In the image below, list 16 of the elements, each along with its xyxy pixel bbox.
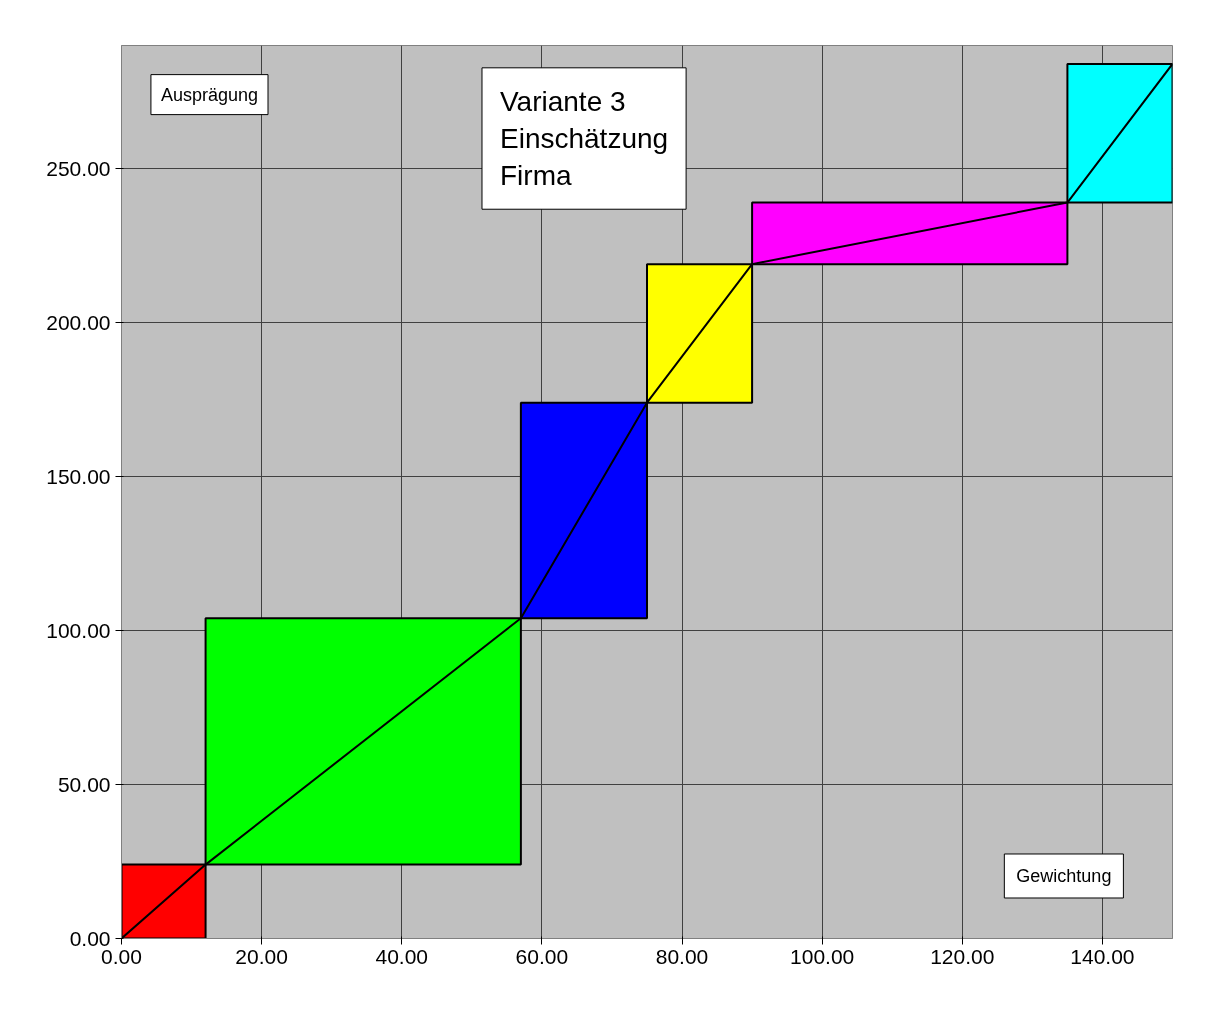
y-tick-label: 250.00 (46, 156, 111, 180)
annotation: Variante 3 Einschätzung Firma (499, 85, 669, 192)
y-tick-label: 200.00 (46, 310, 111, 334)
x-tick-label: 100.00 (790, 944, 855, 968)
y-tick-label: 50.00 (57, 772, 111, 796)
y-tick-label: 0.00 (69, 926, 111, 950)
y-tick-label: 150.00 (46, 464, 111, 488)
x-tick-label: 80.00 (655, 944, 709, 968)
annotation: Ausprägung (160, 84, 259, 105)
x-tick-label: 140.00 (1070, 944, 1135, 968)
x-tick-label: 20.00 (235, 944, 288, 968)
x-tick-label: 120.00 (930, 944, 995, 968)
x-tick-label: 60.00 (515, 944, 569, 968)
annotation: Gewichtung (1016, 865, 1112, 886)
x-tick-label: 40.00 (375, 944, 429, 968)
y-tick-label: 100.00 (46, 618, 111, 642)
